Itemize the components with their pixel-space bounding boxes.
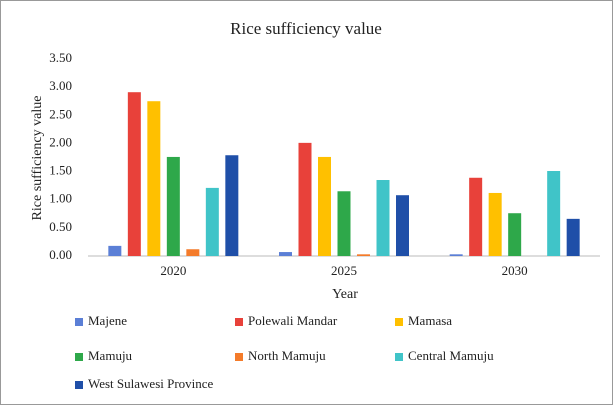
bar (357, 254, 370, 256)
bar (186, 249, 200, 256)
legend-swatch (235, 353, 243, 361)
bar (337, 191, 351, 256)
legend-label: Mamasa (408, 313, 452, 328)
x-tick-label: 2030 (502, 263, 528, 278)
y-tick-label: 3.50 (49, 50, 72, 65)
y-tick-label: 1.00 (49, 191, 72, 206)
bar (469, 177, 483, 256)
x-tick-label: 2020 (160, 263, 186, 278)
legend-swatch (75, 318, 83, 326)
bar (318, 156, 331, 256)
bar (279, 252, 292, 256)
y-tick-label: 0.00 (49, 247, 72, 262)
y-axis-title: Rice sufficiency value (30, 96, 45, 221)
bar (396, 195, 409, 256)
legend-label: Majene (88, 313, 127, 328)
y-tick-label: 1.50 (49, 163, 72, 178)
legend-label: Polewali Mandar (248, 313, 338, 328)
y-tick-label: 3.00 (49, 78, 72, 93)
bar (298, 142, 312, 256)
bar (449, 254, 463, 256)
legend-swatch (395, 318, 403, 326)
bar (225, 155, 239, 256)
bar (376, 180, 390, 256)
bar (147, 101, 161, 256)
x-axis-title: Year (332, 287, 358, 302)
legend-swatch (75, 381, 83, 389)
legend-swatch (75, 353, 83, 361)
chart-title: Rice sufficiency value (230, 19, 382, 38)
bar (205, 187, 219, 256)
x-tick-label: 2025 (331, 263, 357, 278)
legend-swatch (395, 353, 403, 361)
y-tick-label: 0.50 (49, 219, 72, 234)
y-tick-label: 2.50 (49, 106, 72, 121)
bar (166, 156, 180, 256)
bar (127, 92, 141, 256)
legend-label: West Sulawesi Province (88, 376, 214, 391)
bar (108, 245, 122, 256)
bar (488, 192, 502, 256)
legend-label: Mamuju (88, 348, 133, 363)
y-tick-label: 2.00 (49, 134, 72, 149)
legend-swatch (235, 318, 243, 326)
legend-label: Central Mamuju (408, 348, 494, 363)
bar (566, 218, 580, 256)
legend-label: North Mamuju (248, 348, 326, 363)
bar (547, 171, 561, 256)
bar (508, 213, 522, 256)
